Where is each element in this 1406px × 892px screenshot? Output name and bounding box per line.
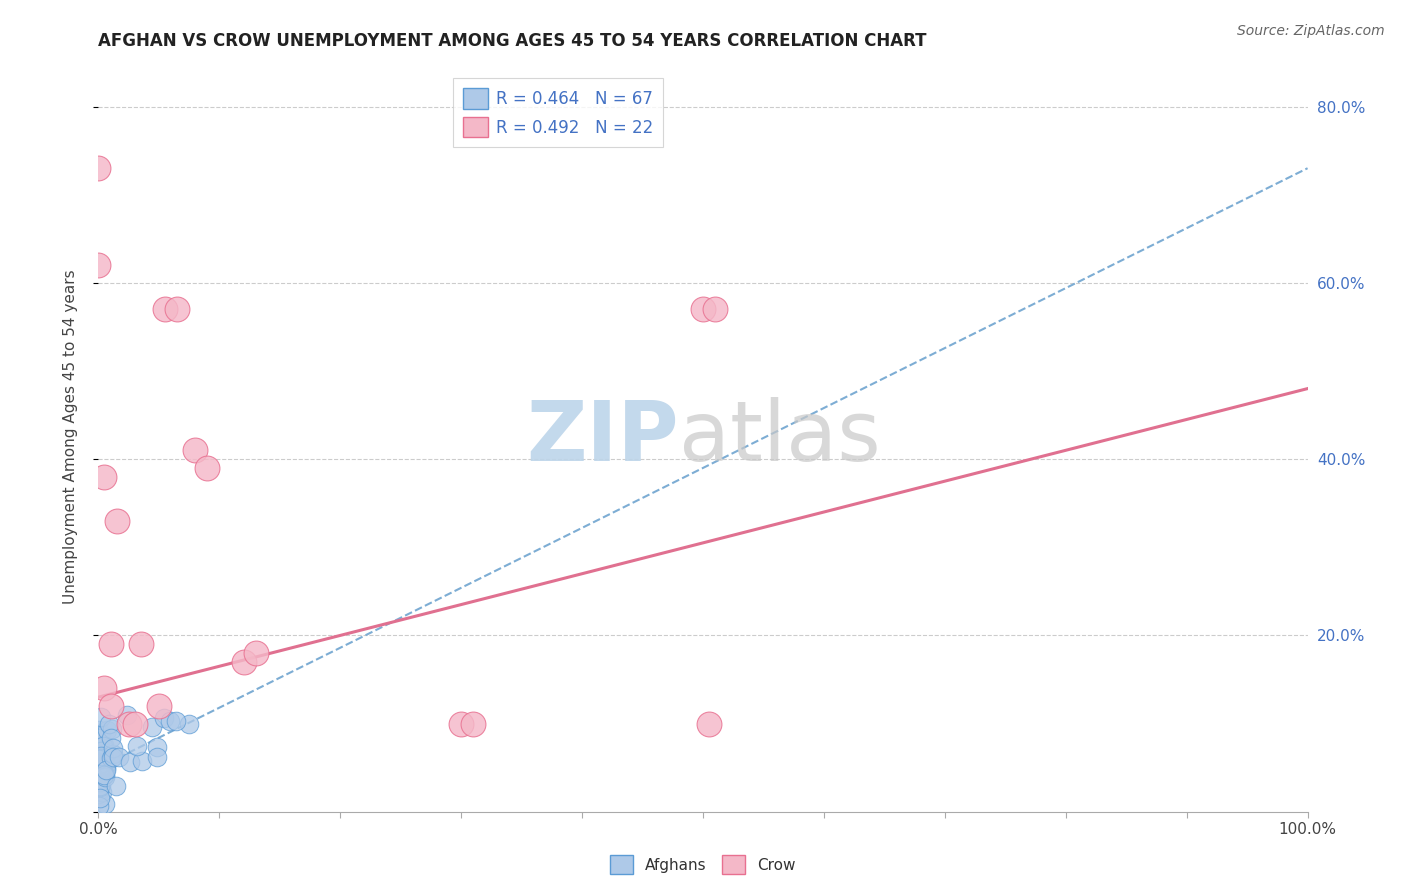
Legend: Afghans, Crow: Afghans, Crow <box>605 849 801 880</box>
Point <box>100 731 122 746</box>
Point <box>90 748 112 763</box>
Point <box>87 752 110 766</box>
Point <box>195 461 218 475</box>
Point <box>145 750 167 764</box>
Point <box>125 739 148 753</box>
Point <box>89 768 111 782</box>
Point <box>101 723 124 737</box>
Point <box>91 739 114 754</box>
Point <box>129 637 152 651</box>
Point <box>124 716 146 731</box>
Point <box>93 768 115 782</box>
Point <box>91 759 114 773</box>
Point <box>101 741 124 756</box>
Point <box>232 655 254 669</box>
Point <box>93 750 115 764</box>
Point <box>93 770 115 784</box>
Point <box>118 755 141 769</box>
Point <box>101 749 124 764</box>
Point <box>89 764 111 779</box>
Point <box>118 716 141 731</box>
Point <box>91 785 114 799</box>
Point <box>90 709 112 723</box>
Point <box>93 469 115 483</box>
Point <box>87 723 110 738</box>
Point <box>89 762 111 776</box>
Point <box>450 716 472 731</box>
Y-axis label: Unemployment Among Ages 45 to 54 years: Unemployment Among Ages 45 to 54 years <box>63 269 77 605</box>
Point <box>90 779 112 793</box>
Point <box>141 720 163 734</box>
Point <box>153 302 176 317</box>
Point <box>89 747 111 762</box>
Point <box>131 754 153 768</box>
Point <box>165 714 187 729</box>
Point <box>105 779 128 793</box>
Point <box>107 750 129 764</box>
Point <box>90 751 112 765</box>
Point <box>87 161 110 176</box>
Point <box>152 711 174 725</box>
Point <box>148 698 170 713</box>
Point <box>87 764 110 779</box>
Point <box>100 698 122 713</box>
Point <box>87 787 110 801</box>
Point <box>89 774 111 789</box>
Point <box>697 716 720 731</box>
Point <box>93 764 115 779</box>
Point <box>87 758 110 772</box>
Point <box>89 728 111 742</box>
Legend: R = 0.464   N = 67, R = 0.492   N = 22: R = 0.464 N = 67, R = 0.492 N = 22 <box>453 78 664 147</box>
Point <box>89 727 111 741</box>
Point <box>96 723 118 737</box>
Point <box>166 302 188 317</box>
Text: AFGHAN VS CROW UNEMPLOYMENT AMONG AGES 45 TO 54 YEARS CORRELATION CHART: AFGHAN VS CROW UNEMPLOYMENT AMONG AGES 4… <box>98 32 927 50</box>
Point <box>105 514 128 528</box>
Point <box>91 744 114 758</box>
Point <box>101 747 124 761</box>
Point <box>90 726 112 740</box>
Point <box>94 758 117 772</box>
Text: Source: ZipAtlas.com: Source: ZipAtlas.com <box>1237 24 1385 38</box>
Point <box>179 717 201 731</box>
Point <box>89 791 111 805</box>
Point <box>93 681 115 696</box>
Point <box>87 784 110 798</box>
Point <box>93 738 115 752</box>
Point <box>245 646 267 660</box>
Point <box>94 764 117 778</box>
Point <box>87 773 110 788</box>
Point <box>115 708 138 723</box>
Point <box>692 302 714 317</box>
Point <box>87 751 110 765</box>
Text: ZIP: ZIP <box>526 397 679 477</box>
Point <box>89 743 111 757</box>
Point <box>704 302 727 317</box>
Point <box>146 739 169 754</box>
Point <box>184 443 207 458</box>
Point <box>90 744 112 758</box>
Point <box>98 717 121 731</box>
Point <box>93 743 115 757</box>
Point <box>89 780 111 795</box>
Point <box>100 637 122 651</box>
Point <box>87 258 110 272</box>
Point <box>90 765 112 780</box>
Point <box>94 768 117 782</box>
Point <box>463 716 485 731</box>
Point <box>159 714 181 729</box>
Point <box>89 731 111 746</box>
Point <box>93 797 115 812</box>
Point <box>94 761 117 775</box>
Text: atlas: atlas <box>679 397 880 477</box>
Point <box>93 759 115 773</box>
Point <box>100 751 122 765</box>
Point <box>93 765 115 780</box>
Point <box>89 799 111 814</box>
Point <box>94 764 117 778</box>
Point <box>89 779 111 793</box>
